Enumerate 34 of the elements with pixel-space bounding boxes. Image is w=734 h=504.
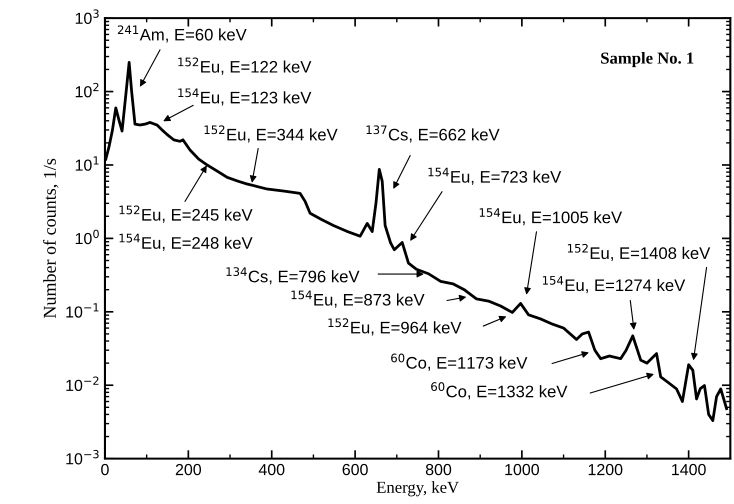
annotation: $^{241}$Am, E=60 keV [118,25,247,43]
annotation: $^{152}$Eu, E=245 keV [120,206,253,223]
annotation: Sample No. 1 [601,52,694,68]
annotation: $^{152}$Eu, E=344 keV [204,125,338,143]
x-tick-label: 400 [258,464,284,476]
annotation: $^{60}$Co, E=1332 keV [431,382,568,400]
annotation: $^{134}$Cs, E=796 keV [226,267,360,284]
y-tick-label: 10$^{0}$ [76,230,99,244]
x-tick-label: 1400 [672,464,706,476]
annotation: $^{154}$Eu, E=723 keV [428,168,562,185]
x-axis-title: Energy, keV [376,481,459,496]
annotation: $^{154}$Eu, E=873 keV [292,290,425,308]
annotation: $^{154}$Eu, E=1005 keV [480,208,622,226]
annotation: $^{152}$Eu, E=122 keV [178,58,312,75]
x-tick-label: 200 [176,464,202,476]
y-tick-label: 10$^{−1}$ [66,303,98,318]
x-tick-label: 0 [101,464,109,476]
y-axis-title: Number of counts, 1/s [43,158,58,318]
y-tick-label: 10$^{2}$ [76,82,98,98]
y-tick-label: 10$^{−2}$ [66,376,98,392]
y-tick-label: 10$^{3}$ [76,9,99,24]
x-tick-label: 1200 [588,464,622,476]
annotation: $^{152}$Eu, E=1408 keV [568,244,710,262]
y-tick-label: 10$^{−3}$ [66,450,99,464]
annotation: $^{152}$Eu, E=964 keV [328,318,462,336]
annotation: $^{154}$Eu, E=123 keV [178,88,312,106]
x-tick-label: 800 [426,464,452,476]
annotation: $^{137}$Cs, E=662 keV [366,125,500,143]
annotation: $^{154}$Eu, E=248 keV [120,234,253,251]
x-tick-label: 1000 [505,464,540,476]
annotation: $^{154}$Eu, E=1274 keV [542,276,686,294]
annotation: $^{60}$Co, E=1173 keV [391,354,528,371]
x-tick-label: 600 [342,464,368,476]
y-tick-label: 10$^{1}$ [76,156,99,171]
